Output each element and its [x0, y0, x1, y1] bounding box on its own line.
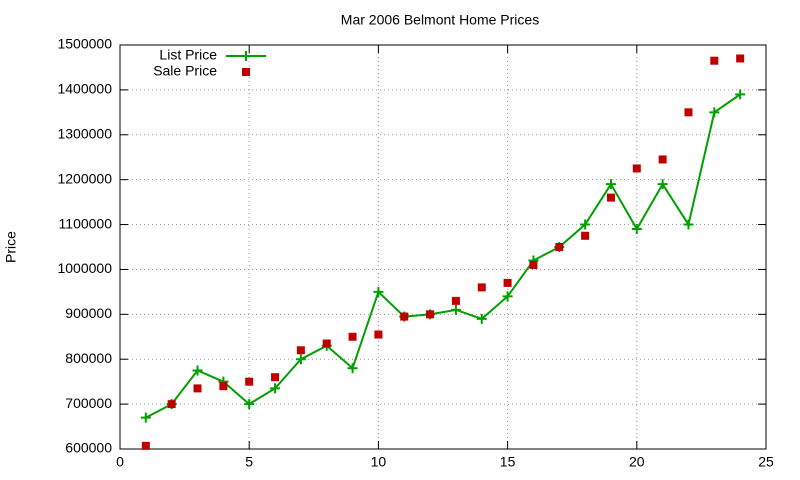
point	[684, 108, 693, 117]
x-tick-label: 20	[629, 454, 645, 470]
point	[141, 441, 150, 450]
y-tick-label: 1000000	[57, 260, 112, 276]
point	[658, 155, 667, 164]
point	[347, 363, 358, 374]
point	[451, 296, 460, 305]
point	[400, 312, 409, 321]
point	[606, 193, 615, 202]
point	[167, 400, 176, 409]
x-tick-label: 10	[371, 454, 387, 470]
chart-title: Mar 2006 Belmont Home Prices	[341, 12, 539, 28]
point	[348, 332, 357, 341]
point	[295, 354, 306, 365]
point	[502, 291, 513, 302]
point	[245, 377, 254, 386]
point	[426, 310, 435, 319]
point	[605, 179, 616, 190]
point	[631, 224, 642, 235]
y-tick-label: 600000	[65, 440, 112, 456]
y-tick-label: 1300000	[57, 125, 112, 141]
y-tick-label: 900000	[65, 305, 112, 321]
x-tick-label: 0	[116, 454, 124, 470]
point	[736, 54, 745, 63]
point	[503, 278, 512, 287]
point	[683, 219, 694, 230]
plot-border	[119, 44, 767, 450]
point	[219, 382, 228, 391]
point	[322, 339, 331, 348]
x-tick-label: 15	[500, 454, 516, 470]
point	[476, 313, 487, 324]
point	[555, 243, 564, 251]
point	[657, 179, 668, 190]
point	[192, 365, 203, 376]
point	[477, 283, 486, 292]
point	[193, 384, 202, 393]
y-axis-label: Price	[3, 231, 19, 263]
x-tick-label: 25	[758, 454, 774, 470]
point	[580, 219, 591, 230]
point	[373, 286, 384, 297]
legend-label: Sale Price	[153, 63, 217, 79]
point	[581, 231, 590, 240]
legend-label: List Price	[159, 47, 217, 63]
point	[710, 56, 719, 65]
y-tick-label: 1400000	[57, 81, 112, 97]
legend-marker	[241, 51, 251, 61]
point	[296, 346, 305, 355]
point	[632, 164, 641, 173]
point	[374, 330, 383, 339]
point	[244, 399, 255, 410]
point	[529, 260, 538, 269]
y-tick-label: 700000	[65, 395, 112, 411]
y-tick-label: 800000	[65, 350, 112, 366]
point	[735, 89, 746, 100]
legend-marker	[242, 68, 250, 76]
y-tick-label: 1100000	[59, 215, 113, 231]
x-tick-label: 5	[245, 454, 253, 470]
y-tick-label: 1200000	[57, 170, 112, 186]
point	[271, 373, 280, 382]
point	[140, 412, 151, 423]
line	[145, 93, 741, 419]
point	[709, 107, 720, 118]
y-tick-label: 1500000	[57, 36, 112, 52]
point	[270, 383, 281, 394]
point	[450, 304, 461, 315]
